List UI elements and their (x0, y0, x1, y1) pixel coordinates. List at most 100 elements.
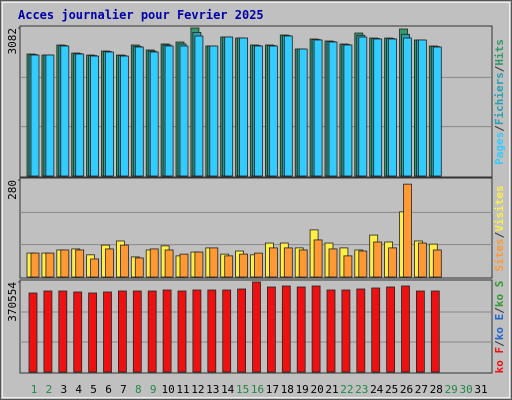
x-tick-label: 2 (46, 383, 53, 396)
x-tick-label: 12 (191, 383, 204, 396)
x-tick-label: 7 (120, 383, 127, 396)
bar (162, 289, 172, 373)
bar (134, 46, 144, 177)
bar (358, 36, 368, 177)
bar (45, 252, 55, 278)
x-tick-label: 30 (459, 383, 472, 396)
bar (147, 290, 157, 373)
bar (105, 51, 114, 177)
bar (103, 291, 112, 373)
bar (403, 37, 412, 177)
legend-separator: / (493, 340, 506, 347)
bar (134, 257, 144, 278)
x-tick-label: 11 (176, 383, 189, 396)
bar (164, 45, 174, 177)
bar (120, 55, 129, 177)
bar (283, 35, 293, 177)
bar (179, 253, 189, 278)
x-tick-label: 28 (430, 383, 443, 396)
bar (281, 285, 291, 373)
x-tick-label: 5 (90, 383, 97, 396)
legend-separator: / (493, 307, 506, 314)
bar (45, 54, 55, 177)
x-tick-label: 14 (221, 383, 235, 396)
x-tick-label: 31 (474, 383, 487, 396)
bar (30, 252, 40, 278)
bar (341, 289, 351, 373)
x-tick-label: 23 (355, 383, 368, 396)
bar (73, 291, 83, 373)
bar (194, 251, 204, 278)
bar (209, 45, 219, 177)
x-tick-label: 3 (60, 383, 67, 396)
x-tick-label: 22 (340, 383, 353, 396)
bar (386, 286, 396, 373)
x-tick-label: 10 (161, 383, 174, 396)
bar (401, 285, 410, 373)
bar (43, 290, 53, 373)
x-tick-label: 19 (296, 383, 309, 396)
x-tick-label: 13 (206, 383, 219, 396)
bar (224, 36, 234, 177)
bar (296, 286, 306, 373)
bar (149, 51, 159, 177)
bar (209, 247, 219, 278)
bar (358, 250, 368, 278)
x-tick-label: 1 (31, 383, 38, 396)
bar (298, 249, 308, 278)
bar (313, 239, 323, 278)
bar (192, 289, 202, 373)
legend-entry: ko E (493, 314, 506, 341)
legend: Pages/Fichiers/Hits (493, 39, 506, 165)
bar (177, 290, 187, 373)
bar (356, 288, 366, 373)
bar (90, 55, 99, 177)
x-tick-label: 27 (415, 383, 428, 396)
legend-entry: Sites (493, 238, 506, 271)
bar (328, 248, 338, 278)
y-tick-label: 3082 (6, 28, 19, 55)
bar (75, 53, 85, 177)
bar (343, 44, 353, 177)
bar (388, 247, 398, 278)
bar (373, 38, 383, 177)
bar (388, 38, 398, 177)
y-tick-label: 280 (6, 180, 19, 200)
bar (326, 289, 336, 373)
bar (283, 247, 293, 278)
bar (164, 249, 174, 278)
bar (430, 290, 440, 373)
x-tick-label: 16 (251, 383, 264, 396)
bar (432, 249, 442, 278)
bar (328, 41, 338, 177)
x-tick-label: 15 (236, 383, 249, 396)
legend: ko F/ko E/ko S (493, 281, 506, 374)
bar (207, 289, 217, 373)
bar (343, 255, 353, 278)
x-tick-label: 18 (281, 383, 294, 396)
bar (132, 290, 142, 373)
legend-entry: Pages (493, 132, 506, 165)
bar (88, 292, 97, 373)
bar (266, 286, 276, 373)
bar (254, 45, 263, 177)
legend-entry: Fichiers (493, 72, 506, 125)
bar (118, 290, 127, 373)
legend-separator: / (493, 125, 506, 132)
bar (298, 48, 308, 177)
legend-entry: Hits (493, 39, 506, 66)
bar (268, 247, 278, 278)
bar (149, 248, 159, 278)
x-tick-label: 9 (150, 383, 157, 396)
y-tick-label: 370554 (6, 282, 19, 322)
bar (60, 45, 70, 177)
bar (222, 289, 232, 373)
bar (90, 258, 99, 278)
x-tick-label: 24 (370, 383, 384, 396)
x-tick-label: 4 (75, 383, 82, 396)
legend-separator: / (493, 65, 506, 72)
x-tick-label: 17 (266, 383, 279, 396)
bar (179, 45, 189, 177)
bar (311, 285, 321, 373)
